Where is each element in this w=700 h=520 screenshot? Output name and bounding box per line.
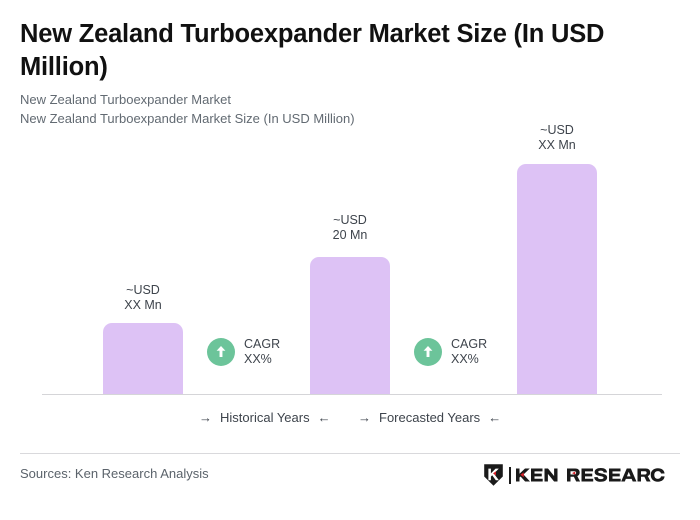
- logo-divider: [509, 466, 511, 484]
- bar-value-amount-1: XX Mn: [124, 297, 162, 312]
- cagr-circle-1: [207, 337, 235, 366]
- subtitle-line-2: New Zealand Turboexpander Market Size (I…: [20, 111, 355, 126]
- cagr-label-1: CAGR: [244, 337, 281, 351]
- bar-value-currency-1: ~USD: [126, 283, 160, 297]
- ken-research-wordmark: [516, 468, 665, 482]
- cagr-text-1: CAGR XX%: [244, 337, 280, 366]
- bar-value-amount-2: 20 Mn: [332, 227, 368, 242]
- period-label-historical: → Historical Years ←: [199, 410, 331, 425]
- subtitle-block: New Zealand Turboexpander Market New Zea…: [20, 90, 620, 128]
- cagr-badge-2[interactable]: CAGR XX%: [414, 337, 487, 366]
- subtitle-line-1: New Zealand Turboexpander Market: [20, 92, 232, 107]
- period-label-forecasted-text: Forecasted Years: [379, 410, 481, 425]
- cagr-badge-1[interactable]: CAGR XX%: [207, 337, 280, 366]
- period-label-forecasted: → Forecasted Years ←: [358, 410, 501, 425]
- cagr-text-2: CAGR XX%: [451, 337, 487, 366]
- cagr-value-2: XX%: [451, 351, 479, 366]
- bar-value-currency-2: ~USD: [333, 213, 367, 227]
- axis-baseline: [42, 394, 662, 395]
- arrow-right-icon: →: [199, 410, 212, 425]
- bar-value-currency-3: ~USD: [540, 123, 574, 137]
- bar-1[interactable]: [103, 323, 183, 394]
- ken-research-shield-icon: [484, 464, 503, 486]
- period-label-historical-text: Historical Years: [220, 410, 310, 425]
- bar-2[interactable]: [310, 257, 390, 394]
- arrow-up-icon: [216, 346, 226, 357]
- bar-chart: ~USD XX Mn CAGR XX% ~USD 20 Mn: [42, 123, 662, 425]
- cagr-label-2: CAGR: [451, 337, 488, 351]
- cagr-circle-2: [414, 337, 442, 366]
- arrow-right-icon: →: [358, 410, 371, 425]
- arrow-left-icon: ←: [488, 410, 502, 425]
- ken-research-logo: [483, 463, 665, 487]
- bar-value-label-3: ~USD XX Mn: [497, 123, 617, 152]
- page-title: New Zealand Turboexpander Market Size (I…: [20, 20, 605, 81]
- bar-value-label-1: ~USD XX Mn: [83, 283, 203, 312]
- bar-3[interactable]: [517, 164, 597, 394]
- cagr-value-1: XX%: [244, 351, 272, 366]
- bar-value-amount-3: XX Mn: [538, 137, 576, 152]
- arrow-left-icon: ←: [317, 410, 331, 425]
- sources-text: Sources: Ken Research Analysis: [20, 466, 209, 481]
- bar-value-label-2: ~USD 20 Mn: [290, 213, 410, 242]
- footer-divider: [20, 453, 680, 454]
- arrow-up-icon: [423, 346, 433, 357]
